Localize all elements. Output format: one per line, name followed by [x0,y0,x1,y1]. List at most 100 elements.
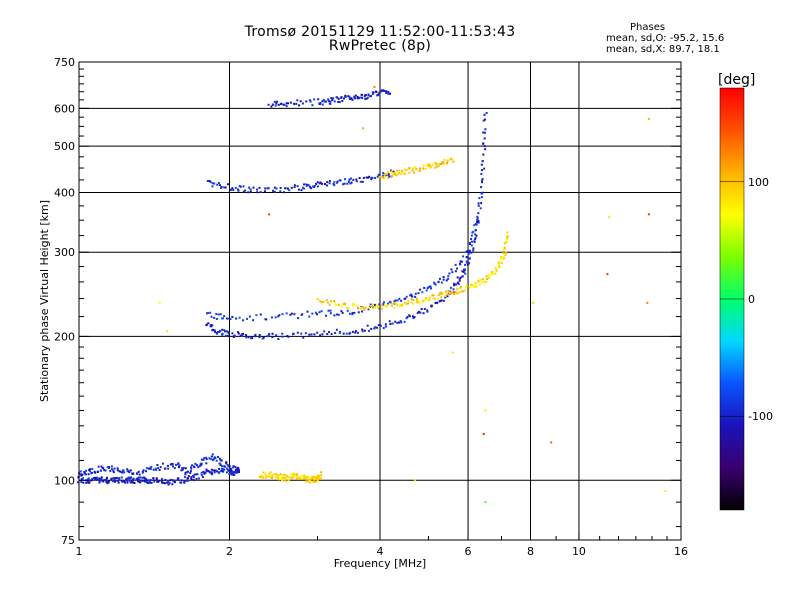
data-point [103,479,106,482]
data-point [217,313,220,316]
data-point [330,300,333,303]
data-point [330,333,333,336]
data-point [94,477,97,480]
data-point [466,249,469,252]
data-point [348,95,351,98]
data-point [261,476,264,479]
data-point [404,297,407,300]
data-point [483,131,486,134]
data-point [431,294,434,297]
data-point [297,476,300,479]
y-tick-label: 750 [54,56,75,69]
data-point [203,472,206,475]
data-point [337,313,340,316]
data-point [475,234,478,237]
data-point [266,475,269,478]
data-point [177,479,180,482]
data-point [98,480,101,483]
data-point [209,325,212,328]
data-point [300,475,303,478]
data-point [245,334,248,337]
data-point [160,480,163,483]
data-point [276,473,279,476]
data-point [357,311,360,314]
data-point [118,476,121,479]
data-point [241,334,244,337]
data-point [367,93,370,96]
data-point [128,479,131,482]
data-point [403,172,406,175]
data-point [173,467,176,470]
data-point [240,333,243,336]
data-point [310,186,313,189]
data-point [483,145,486,148]
data-point [461,290,464,293]
data-point [278,478,281,481]
data-point [215,332,218,335]
data-point [328,100,331,103]
data-point [264,472,267,475]
data-point [415,299,418,302]
data-point [354,94,357,97]
data-point [379,324,382,327]
data-point [451,271,454,274]
data-point [277,478,280,481]
data-point [465,250,468,253]
data-point [466,263,469,266]
data-point [301,313,304,316]
data-point [296,473,299,476]
data-point [427,285,430,288]
data-point [338,330,341,333]
data-point [465,260,468,263]
data-point [647,117,650,120]
data-point [481,181,484,184]
data-point [411,302,414,305]
data-point [249,190,252,193]
data-point [327,309,330,312]
data-point [211,185,214,188]
data-point [458,279,461,282]
data-point [248,315,251,318]
data-point [425,163,428,166]
data-point [79,473,82,476]
data-point [177,466,180,469]
data-point [226,183,229,186]
data-point [437,294,440,297]
data-point [477,212,480,215]
data-point [207,469,210,472]
x-tick-label: 10 [572,545,586,558]
colorbar-label: [deg] [718,72,756,88]
data-point [461,270,464,273]
data-point [346,182,349,185]
data-point [303,187,306,190]
data-point [136,477,139,480]
data-point [452,282,455,285]
data-point [439,291,442,294]
data-point [430,287,433,290]
data-point [454,283,457,286]
data-point [440,281,443,284]
data-point [472,230,475,233]
data-point [295,477,298,480]
data-point [436,163,439,166]
data-point [268,213,271,216]
data-point [139,476,142,479]
data-point [391,175,394,178]
data-points [76,85,667,504]
data-point [384,304,387,307]
data-point [459,260,462,263]
data-point [185,471,188,474]
data-point [363,95,366,98]
data-point [87,468,90,471]
data-point [374,305,377,308]
data-point [428,299,431,302]
data-point [421,291,424,294]
data-point [206,180,209,183]
data-point [494,266,497,269]
data-point [80,478,83,481]
data-point [466,261,469,264]
data-point [213,471,216,474]
data-point [220,459,223,462]
data-point [216,470,219,473]
data-point [269,471,272,474]
